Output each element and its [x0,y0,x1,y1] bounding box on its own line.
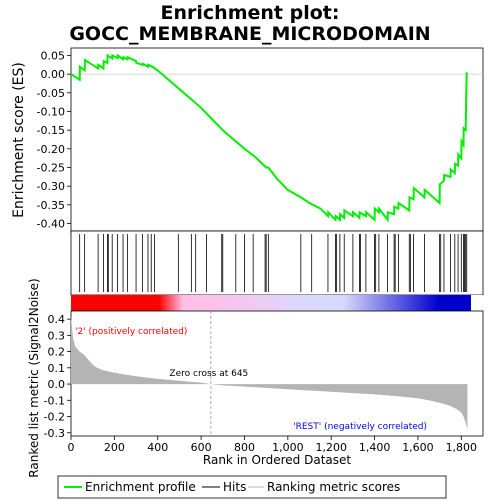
x-tick-label: 1,800 [446,441,478,454]
x-tick-label: 0 [68,441,75,454]
x-tick-label: 1,200 [315,441,347,454]
metric-y-tick-label: 0.0 [48,378,66,391]
hits-panel-frame [70,230,484,296]
enrichment-profile-line [70,53,468,223]
metric-panel: Zero cross at 645 '2' (positively correl… [27,278,484,478]
enrichment-y-tick-label: 0.05 [41,49,66,62]
enrichment-y-axis-label: Enrichment score (ES) [11,62,27,218]
zero-cross-label: Zero cross at 645 [169,369,248,379]
chart-title-line2: GOCC_MEMBRANE_MICRODOMAIN [69,23,430,45]
metric-y-tick-label: 0.4 [48,313,66,326]
metric-y-tick-label: 0.3 [48,329,66,342]
enrichment-y-tick-label: -0.30 [37,180,65,193]
x-tick-label: 1,000 [272,441,304,454]
x-tick-label: 1,400 [359,441,391,454]
enrichment-y-tick-label: -0.15 [37,124,65,137]
enrichment-y-tick-label: 0.00 [41,68,66,81]
legend: Enrichment profile Hits Ranking metric s… [57,475,447,499]
enrichment-y-tick-label: -0.25 [37,162,65,175]
enrichment-y-tick-label: -0.35 [37,199,65,212]
enrichment-y-tick-label: -0.10 [37,105,65,118]
chart-title-line1: Enrichment plot: [161,2,340,24]
rank-colorbar [71,295,483,311]
legend-hits-label: Hits [223,480,246,494]
metric-y-axis-label: Ranked list metric (Signal2Noise) [27,278,41,477]
positive-correlation-label: '2' (positively correlated) [75,327,187,337]
rank-colorbar-strip [71,295,471,311]
legend-enrichment-label: Enrichment profile [85,480,196,494]
x-axis-label: Rank in Ordered Dataset [203,453,351,467]
enrichment-panel-frame [70,47,484,232]
metric-y-tick-label: 0.2 [48,346,66,359]
metric-y-tick-label: 0.1 [48,362,66,375]
x-tick-label: 200 [104,441,125,454]
enrichment-panel: 0.05 0.00 -0.05 -0.10 -0.15 -0.20 -0.25 -0.30 -0… [11,47,484,234]
x-tick-label: 1,600 [402,441,434,454]
metric-y-ticks: 0.4 0.3 0.2 0.1 0.0 -0.1 -0.2 -0.3 [44,313,71,440]
x-tick-label: 400 [147,441,168,454]
metric-y-tick-label: -0.1 [44,394,65,407]
hit-lines [79,234,468,292]
enrichment-y-tick-label: -0.20 [37,143,65,156]
metric-y-tick-label: -0.3 [44,427,65,440]
enrichment-y-tick-label: -0.05 [37,87,65,100]
rank-colorbar-tail [471,295,483,311]
hits-panel [70,230,484,296]
negative-correlation-label: 'REST' (negatively correlated) [293,422,427,432]
x-tick-label: 800 [234,441,255,454]
legend-metric-label: Ranking metric scores [267,480,400,494]
enrichment-y-ticks: 0.05 0.00 -0.05 -0.10 -0.15 -0.20 -0.25 -0.30 -0… [37,49,71,231]
enrichment-y-tick-label: -0.40 [37,218,65,231]
x-axis-ticks: 0 200 400 600 800 1,000 1,200 1,400 1,600 1,800 [68,436,478,454]
metric-panel-frame [70,310,484,437]
x-tick-label: 600 [191,441,212,454]
metric-y-tick-label: -0.2 [44,411,65,424]
